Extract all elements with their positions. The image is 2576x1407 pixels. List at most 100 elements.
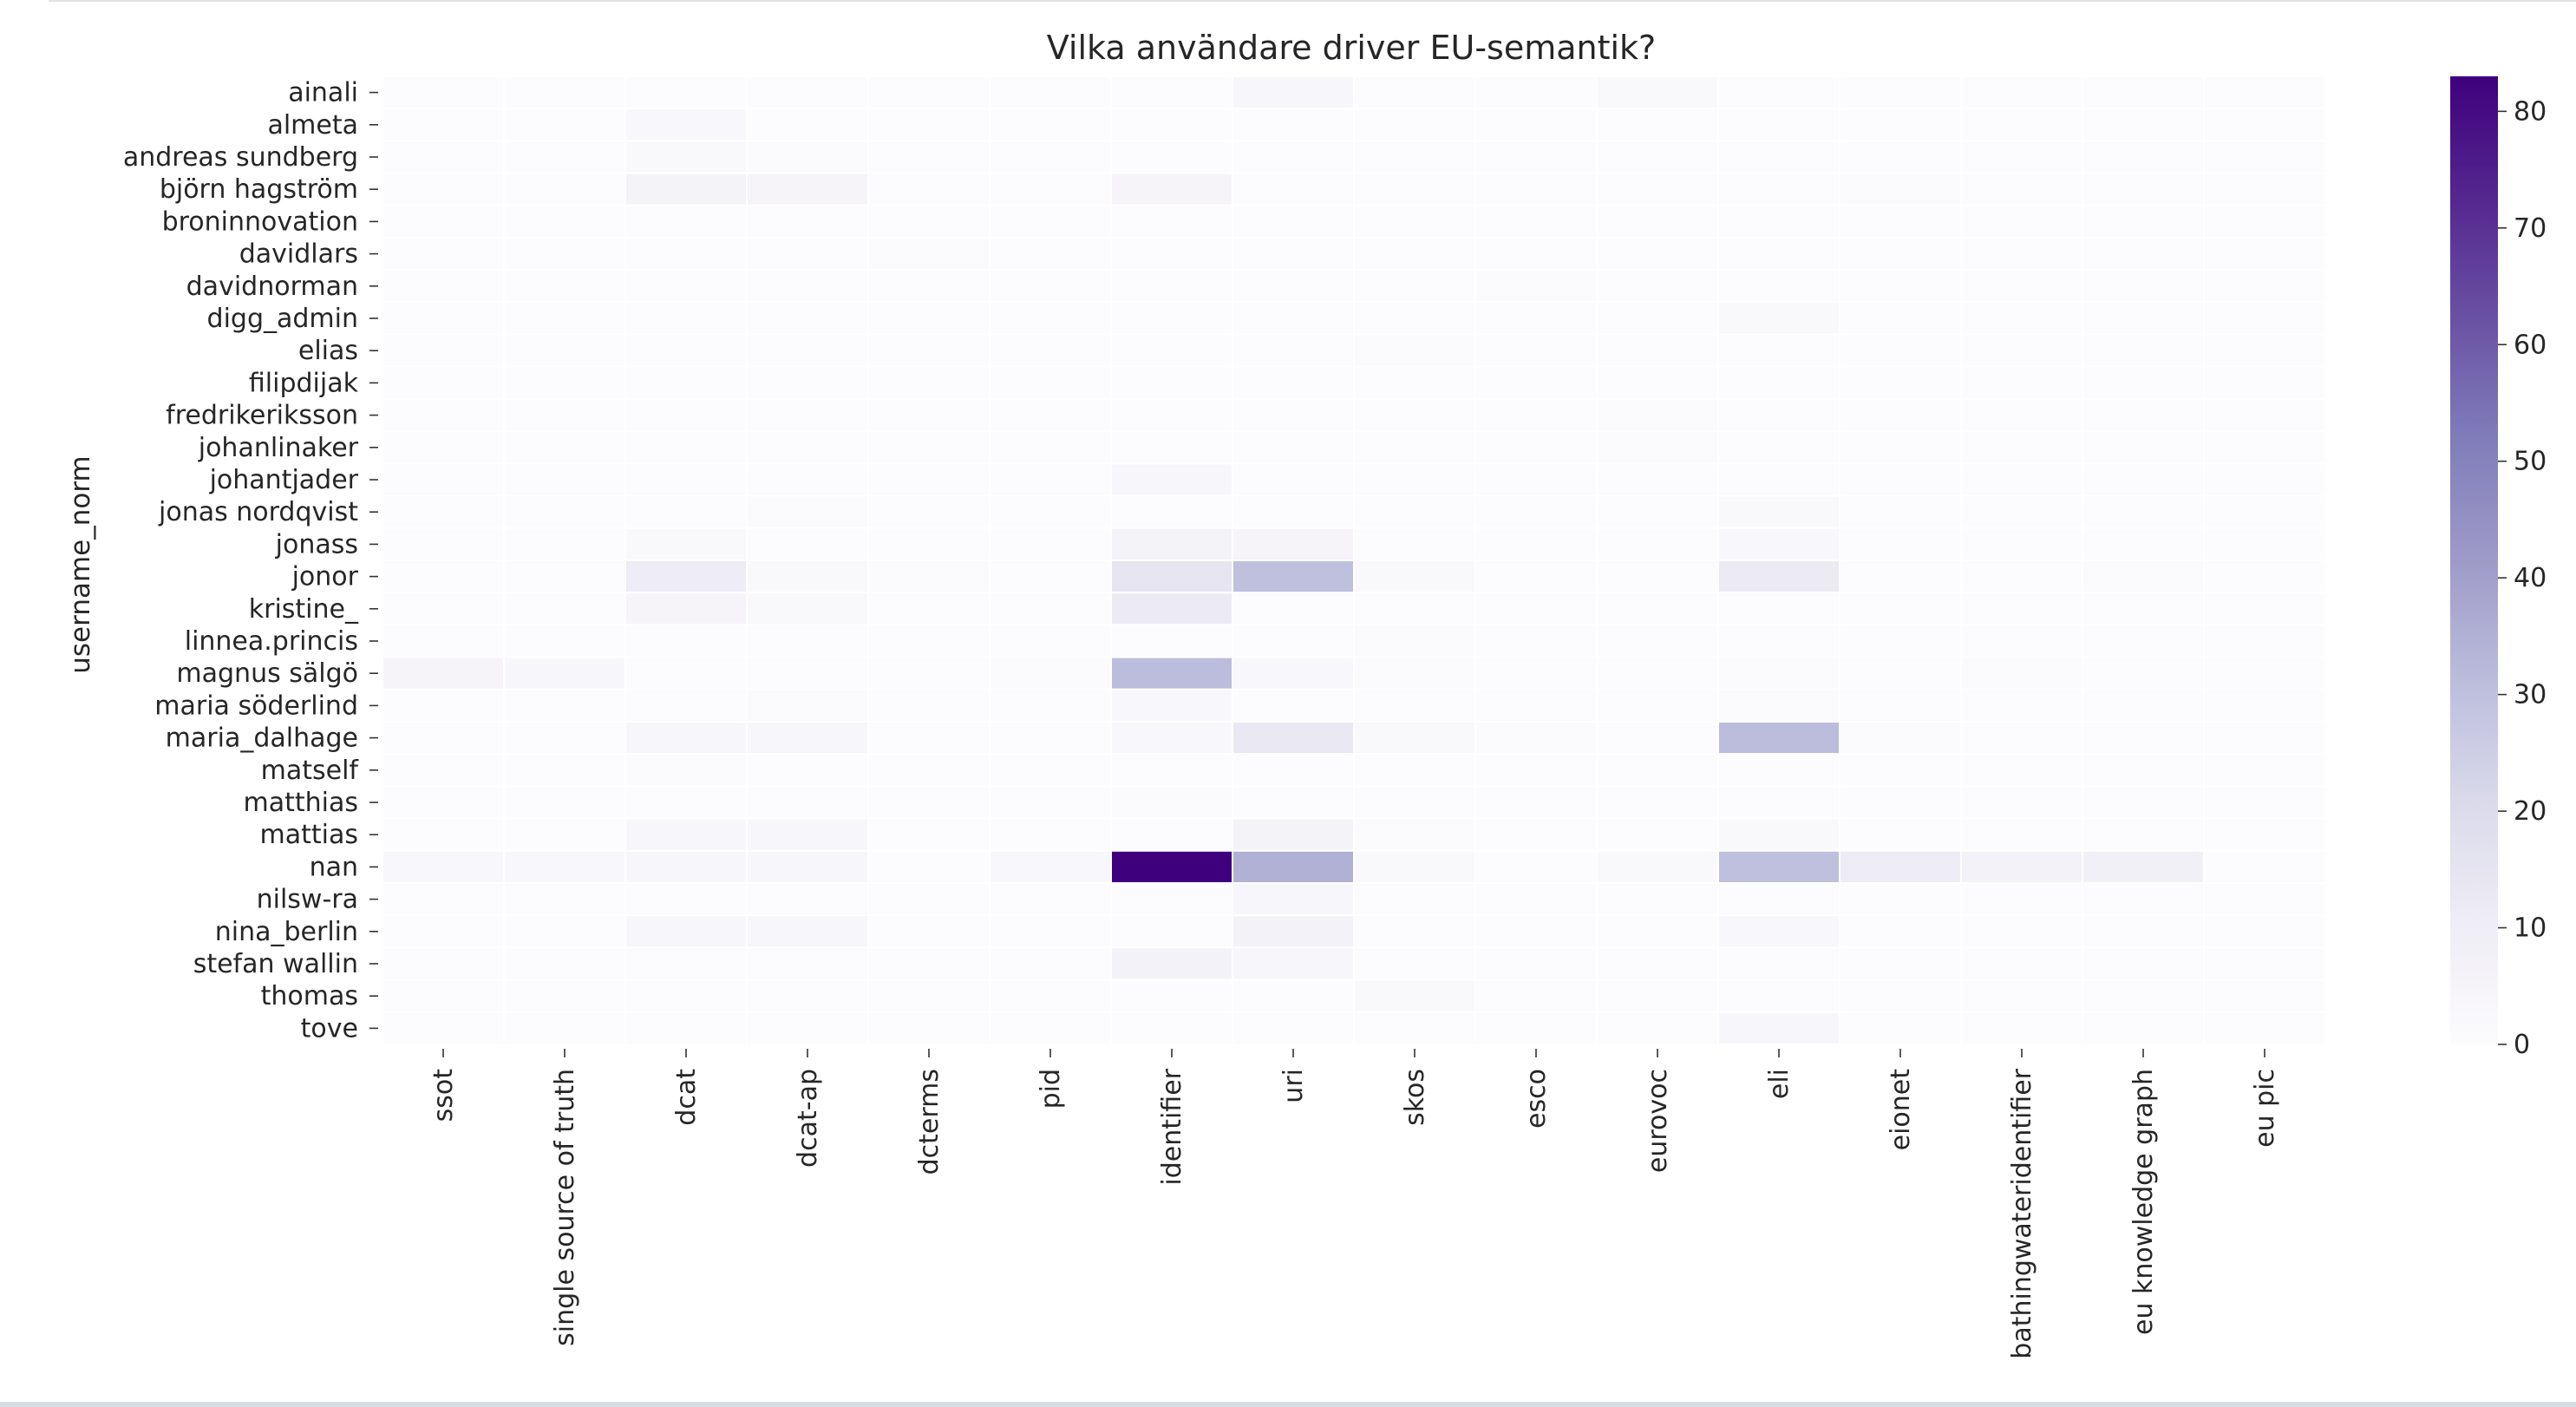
heatmap-cell bbox=[1839, 817, 1962, 852]
heatmap-cell bbox=[989, 817, 1112, 852]
heatmap-cell bbox=[1596, 301, 1719, 336]
column-label: eli bbox=[1764, 1069, 1795, 1099]
row-label: jonor bbox=[291, 562, 359, 592]
heatmap-cell bbox=[1839, 785, 1962, 820]
heatmap-cell bbox=[503, 914, 626, 949]
heatmap-cell bbox=[382, 721, 505, 756]
heatmap-cell bbox=[503, 753, 626, 788]
heatmap-cell bbox=[746, 494, 869, 529]
heatmap-cell bbox=[1717, 914, 1840, 949]
heatmap-cell bbox=[1474, 560, 1598, 594]
heatmap-cell bbox=[1232, 624, 1355, 658]
heatmap-cell bbox=[624, 462, 748, 497]
heatmap-cell bbox=[989, 978, 1112, 1013]
heatmap-cell bbox=[1960, 398, 2083, 433]
heatmap-cell bbox=[1960, 172, 2083, 206]
heatmap-cell bbox=[2082, 494, 2205, 529]
heatmap-cell bbox=[1596, 398, 1719, 433]
heatmap-cell bbox=[1960, 656, 2083, 690]
heatmap-cell bbox=[2082, 656, 2205, 690]
heatmap-cell bbox=[2082, 75, 2205, 110]
heatmap-cell bbox=[1960, 753, 2083, 788]
heatmap-cell bbox=[1596, 849, 1719, 884]
heatmap-cell bbox=[1596, 721, 1719, 756]
heatmap-cell bbox=[1960, 462, 2083, 497]
heatmap-cell bbox=[2082, 978, 2205, 1013]
heatmap-cell bbox=[1596, 592, 1719, 626]
heatmap-cell bbox=[2203, 914, 2326, 949]
heatmap-cell bbox=[1232, 75, 1355, 110]
heatmap-cell bbox=[1960, 204, 2083, 239]
column-label: ssot bbox=[428, 1069, 459, 1122]
heatmap-cell bbox=[1596, 204, 1719, 239]
heatmap-cell bbox=[1960, 849, 2083, 884]
heatmap-cell bbox=[624, 140, 748, 174]
heatmap-cell bbox=[624, 527, 748, 561]
heatmap-cell bbox=[503, 333, 626, 368]
heatmap-cell bbox=[1839, 108, 1962, 142]
heatmap-cell bbox=[503, 721, 626, 756]
heatmap-cell bbox=[382, 946, 505, 981]
heatmap-cell bbox=[746, 849, 869, 884]
heatmap-cell bbox=[624, 494, 748, 529]
heatmap-cell bbox=[746, 785, 869, 820]
heatmap-cell bbox=[2082, 817, 2205, 852]
heatmap-cell bbox=[867, 817, 991, 852]
heatmap-cell bbox=[1474, 494, 1598, 529]
heatmap-cell bbox=[382, 753, 505, 788]
bottom-divider bbox=[0, 1402, 2576, 1407]
heatmap-cell bbox=[503, 946, 626, 981]
heatmap-cell bbox=[1110, 592, 1233, 626]
heatmap-cell bbox=[989, 333, 1112, 368]
heatmap-cell bbox=[1717, 946, 1840, 981]
heatmap-cell bbox=[867, 560, 991, 594]
heatmap-cell bbox=[1839, 398, 1962, 433]
heatmap-cell bbox=[1717, 140, 1840, 174]
heatmap-cell bbox=[1717, 204, 1840, 239]
heatmap-cell bbox=[1474, 365, 1598, 400]
heatmap-cell bbox=[2082, 721, 2205, 756]
heatmap-cell bbox=[989, 398, 1112, 433]
row-label: jonass bbox=[275, 529, 358, 560]
heatmap-cell bbox=[1110, 269, 1233, 304]
heatmap-cell bbox=[1717, 592, 1840, 626]
heatmap-cell bbox=[989, 946, 1112, 981]
heatmap-cell bbox=[1960, 1011, 2083, 1046]
heatmap-cell bbox=[1717, 269, 1840, 304]
column-label: esco bbox=[1521, 1069, 1552, 1129]
row-label: fredrikeriksson bbox=[166, 401, 358, 431]
colorbar-tick-label: 50 bbox=[2514, 447, 2547, 477]
heatmap-cell bbox=[624, 1011, 748, 1046]
colorbar-tick-label: 20 bbox=[2514, 796, 2547, 827]
heatmap-cell bbox=[2082, 592, 2205, 626]
column-label: eu knowledge graph bbox=[2128, 1069, 2159, 1335]
heatmap-cell bbox=[624, 753, 748, 788]
heatmap-cell bbox=[1110, 527, 1233, 561]
heatmap-cell bbox=[1839, 172, 1962, 206]
top-divider bbox=[49, 0, 2576, 2]
heatmap-cell bbox=[1110, 333, 1233, 368]
heatmap-cell bbox=[503, 430, 626, 465]
heatmap-cell bbox=[1960, 75, 2083, 110]
heatmap-cell bbox=[2203, 108, 2326, 142]
heatmap-cell bbox=[1232, 398, 1355, 433]
heatmap-cell bbox=[1960, 269, 2083, 304]
heatmap-cell bbox=[1353, 333, 1476, 368]
heatmap-cell bbox=[1110, 301, 1233, 336]
heatmap-cell bbox=[1232, 204, 1355, 239]
heatmap-cell bbox=[1474, 237, 1598, 272]
heatmap-cell bbox=[746, 108, 869, 142]
heatmap-cell bbox=[1474, 75, 1598, 110]
heatmap-cell bbox=[1960, 140, 2083, 174]
heatmap-cell bbox=[867, 688, 991, 723]
heatmap-cell bbox=[1596, 624, 1719, 658]
heatmap-cell bbox=[2203, 592, 2326, 626]
heatmap-cell bbox=[2203, 785, 2326, 820]
heatmap-cell bbox=[2082, 140, 2205, 174]
heatmap-cell bbox=[1717, 333, 1840, 368]
heatmap-cell bbox=[382, 269, 505, 304]
heatmap-cell bbox=[2082, 108, 2205, 142]
heatmap-cell bbox=[1474, 204, 1598, 239]
heatmap-cell bbox=[1232, 817, 1355, 852]
heatmap-cell bbox=[1839, 624, 1962, 658]
